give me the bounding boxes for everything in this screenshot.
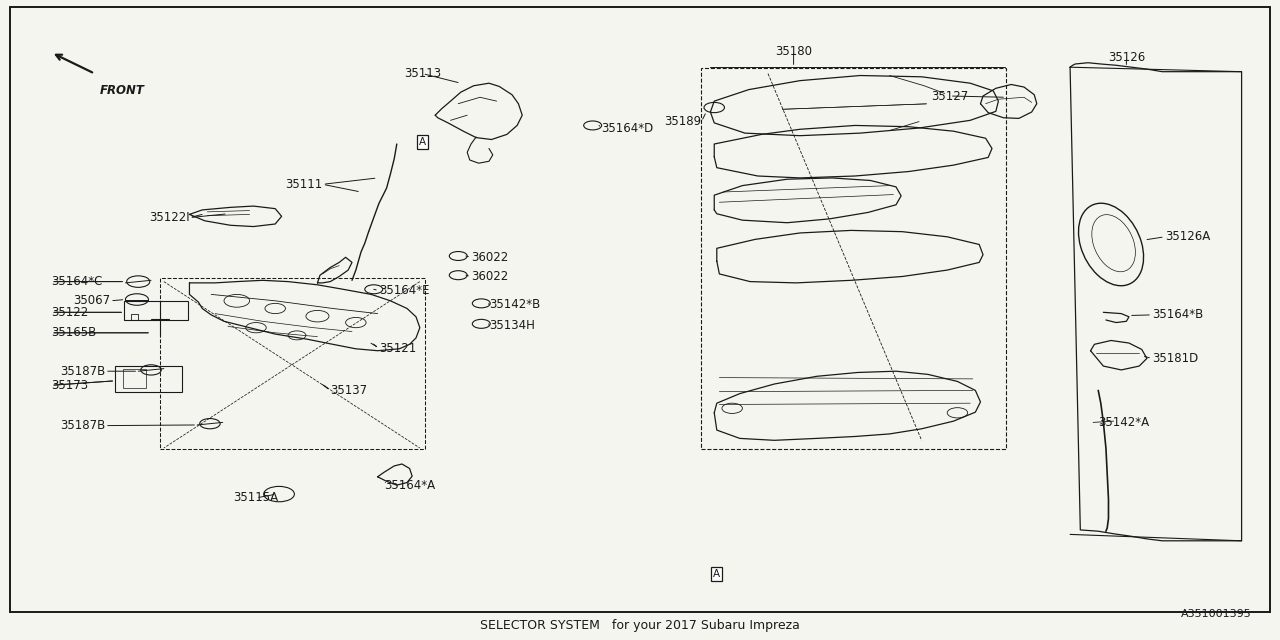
Text: 35113: 35113	[403, 67, 442, 80]
Text: 35173: 35173	[51, 379, 88, 392]
Bar	[701, 68, 1006, 449]
Text: FRONT: FRONT	[100, 84, 145, 97]
Text: 35189: 35189	[664, 115, 701, 128]
Text: 35111: 35111	[285, 178, 323, 191]
Text: A: A	[713, 569, 721, 579]
Text: 35134H: 35134H	[489, 319, 535, 332]
Text: 35164*E: 35164*E	[379, 284, 429, 297]
Text: 35137: 35137	[330, 384, 367, 397]
Text: 35142*A: 35142*A	[1098, 416, 1149, 429]
Bar	[124, 301, 188, 320]
Text: 35164*D: 35164*D	[602, 122, 654, 134]
Text: 35115A: 35115A	[233, 492, 279, 504]
Text: 35180: 35180	[776, 45, 812, 58]
Text: A: A	[419, 137, 426, 147]
Text: 35165B: 35165B	[51, 326, 96, 339]
Text: 36022: 36022	[471, 251, 508, 264]
Text: 36022: 36022	[471, 270, 508, 283]
Text: 35121: 35121	[379, 342, 416, 355]
Bar	[115, 366, 182, 392]
Bar	[160, 278, 425, 449]
Bar	[123, 369, 146, 388]
Text: 35181D: 35181D	[1152, 352, 1198, 365]
Text: 35126: 35126	[1107, 51, 1146, 64]
Text: A351001395: A351001395	[1181, 609, 1252, 620]
Text: 35187B: 35187B	[60, 419, 105, 432]
Text: SELECTOR SYSTEM   for your 2017 Subaru Impreza: SELECTOR SYSTEM for your 2017 Subaru Imp…	[480, 620, 800, 632]
Text: 35164*B: 35164*B	[1152, 308, 1203, 321]
Text: 35122I: 35122I	[148, 211, 189, 224]
Text: 35122: 35122	[51, 306, 88, 319]
Text: 35067: 35067	[73, 294, 110, 307]
Text: 35126A: 35126A	[1165, 230, 1210, 243]
Text: 35164*A: 35164*A	[384, 479, 435, 492]
Text: 35187B: 35187B	[60, 365, 105, 378]
Text: 35164*C: 35164*C	[51, 275, 102, 288]
Text: 35127: 35127	[931, 90, 969, 102]
Text: 35142*B: 35142*B	[489, 298, 540, 311]
